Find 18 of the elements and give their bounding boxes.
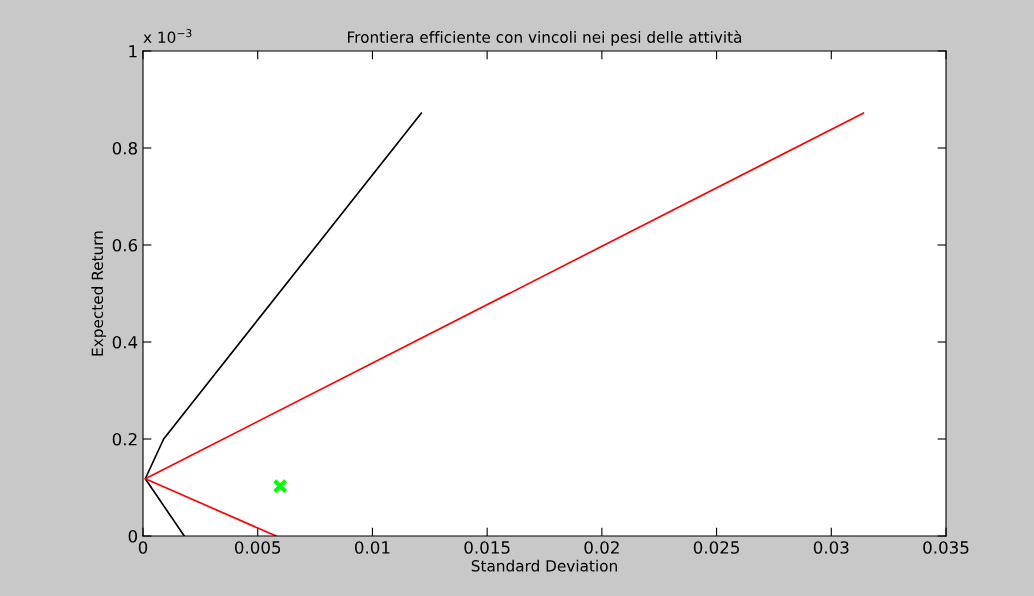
- y-tick-label: 0.8: [112, 141, 137, 155]
- x-tick-label: 0.02: [584, 541, 619, 554]
- x-tick-label: 0: [138, 541, 148, 554]
- x-tick-label: 0.03: [813, 541, 849, 554]
- text: x 10$^{−3}$: [143, 29, 192, 44]
- x-tick-label: 0.005: [234, 541, 281, 554]
- x-tick-label: 0.025: [693, 541, 739, 554]
- x-tick-label: 0.015: [464, 541, 510, 554]
- x-tick-label: 0.01: [354, 541, 390, 554]
- chart-title: Frontiera efficiente con vincoli nei pesi delle attività: [348, 30, 742, 46]
- y-axis-title: Expected Return: [91, 231, 107, 356]
- x-axis-title: Standard Deviation: [471, 559, 617, 572]
- y-tick-label: 0.6: [112, 238, 138, 252]
- y-tick-label: 1: [129, 45, 137, 58]
- y-tick-label: 0: [128, 529, 138, 543]
- x-tick-label: 0.035: [923, 541, 969, 554]
- y-tick-label: 0.2: [112, 432, 137, 446]
- y-tick-label: 0.4: [112, 335, 138, 349]
